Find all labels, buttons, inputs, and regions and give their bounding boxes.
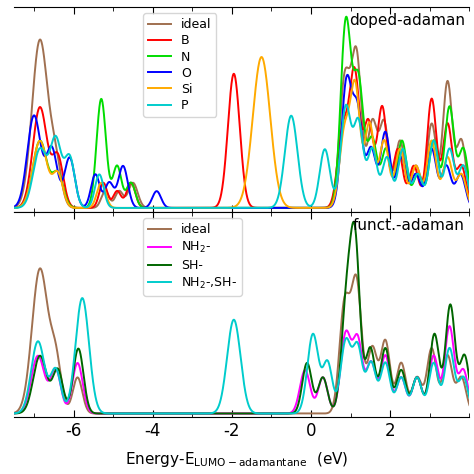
B [55, 151, 61, 156]
ideal [208, 205, 213, 211]
NH$_2$- [424, 384, 430, 390]
NH$_2$- [186, 410, 192, 416]
NH$_2$-,SH- [186, 410, 192, 416]
ideal [55, 354, 61, 359]
O [0, 205, 5, 211]
P [425, 173, 430, 178]
NH$_2$- [0, 410, 5, 416]
B [0, 205, 5, 211]
NH$_2$- [208, 410, 213, 416]
P [55, 137, 61, 143]
Si [186, 205, 192, 211]
Line: ideal: ideal [2, 268, 474, 413]
Si [84, 205, 90, 210]
NH$_2$-,SH- [0, 410, 5, 416]
NH$_2$-,SH- [55, 370, 61, 375]
NH$_2$- [447, 323, 453, 329]
NH$_2$-,SH- [155, 410, 161, 416]
Line: NH$_2$-,SH-: NH$_2$-,SH- [2, 298, 474, 413]
N [207, 205, 213, 211]
Si [55, 169, 61, 174]
ideal [186, 205, 192, 211]
ideal [37, 265, 43, 271]
Legend: ideal, B, N, O, Si, P: ideal, B, N, O, Si, P [143, 13, 216, 117]
ideal [425, 364, 430, 370]
B [84, 205, 90, 211]
ideal [84, 205, 90, 211]
B [425, 132, 430, 137]
ideal [0, 410, 5, 416]
Line: N: N [2, 17, 474, 208]
P [186, 205, 192, 211]
Si [208, 205, 213, 211]
P [0, 205, 5, 211]
NH$_2$-,SH- [425, 386, 430, 392]
SH- [351, 219, 356, 225]
NH$_2$-,SH- [208, 410, 213, 416]
Line: ideal: ideal [2, 39, 474, 208]
ideal [222, 410, 228, 416]
Line: SH-: SH- [2, 222, 474, 413]
B [171, 205, 177, 211]
SH- [84, 393, 90, 399]
NH$_2$- [84, 401, 90, 406]
N [425, 173, 430, 178]
Text: doped-adaman: doped-adaman [349, 13, 465, 28]
O [186, 205, 192, 211]
Si [425, 158, 430, 164]
ideal [55, 154, 61, 160]
O [84, 200, 90, 206]
SH- [55, 366, 61, 372]
SH- [0, 410, 5, 416]
ideal [37, 36, 43, 42]
Text: Energy-E$_{\mathregular{LUMO-adamantane}}$  (eV): Energy-E$_{\mathregular{LUMO-adamantane}… [125, 450, 349, 469]
O [207, 205, 213, 211]
O [345, 72, 350, 78]
Line: Si: Si [2, 57, 474, 208]
ideal [208, 410, 213, 416]
SH- [425, 381, 430, 387]
Line: NH$_2$-: NH$_2$- [2, 326, 474, 413]
P [208, 205, 213, 211]
NH$_2$- [55, 370, 61, 376]
Text: funct.-adaman: funct.-adaman [353, 218, 465, 233]
NH$_2$-,SH- [80, 295, 85, 301]
P [174, 205, 180, 211]
O [55, 169, 61, 174]
P [84, 204, 90, 210]
Line: O: O [2, 75, 474, 208]
ideal [425, 147, 430, 153]
SH- [186, 410, 192, 416]
ideal [84, 406, 90, 411]
N [344, 14, 349, 19]
N [55, 169, 61, 174]
SH- [208, 410, 213, 416]
Legend: ideal, NH$_2$-, SH-, NH$_2$-,SH-: ideal, NH$_2$-, SH-, NH$_2$-,SH- [143, 219, 242, 296]
Line: P: P [2, 105, 474, 208]
B [351, 64, 357, 70]
B [186, 205, 192, 211]
SH- [194, 410, 200, 416]
NH$_2$- [188, 410, 194, 416]
Si [0, 205, 5, 211]
O [241, 205, 246, 211]
N [84, 204, 90, 210]
B [208, 205, 213, 211]
Si [259, 54, 264, 60]
N [227, 205, 232, 211]
Si [152, 205, 157, 211]
NH$_2$-,SH- [84, 319, 90, 325]
ideal [232, 205, 237, 211]
N [0, 205, 5, 211]
N [186, 205, 192, 211]
ideal [0, 205, 5, 211]
P [343, 102, 349, 108]
O [425, 164, 430, 170]
Line: B: B [2, 67, 474, 208]
ideal [186, 410, 192, 416]
